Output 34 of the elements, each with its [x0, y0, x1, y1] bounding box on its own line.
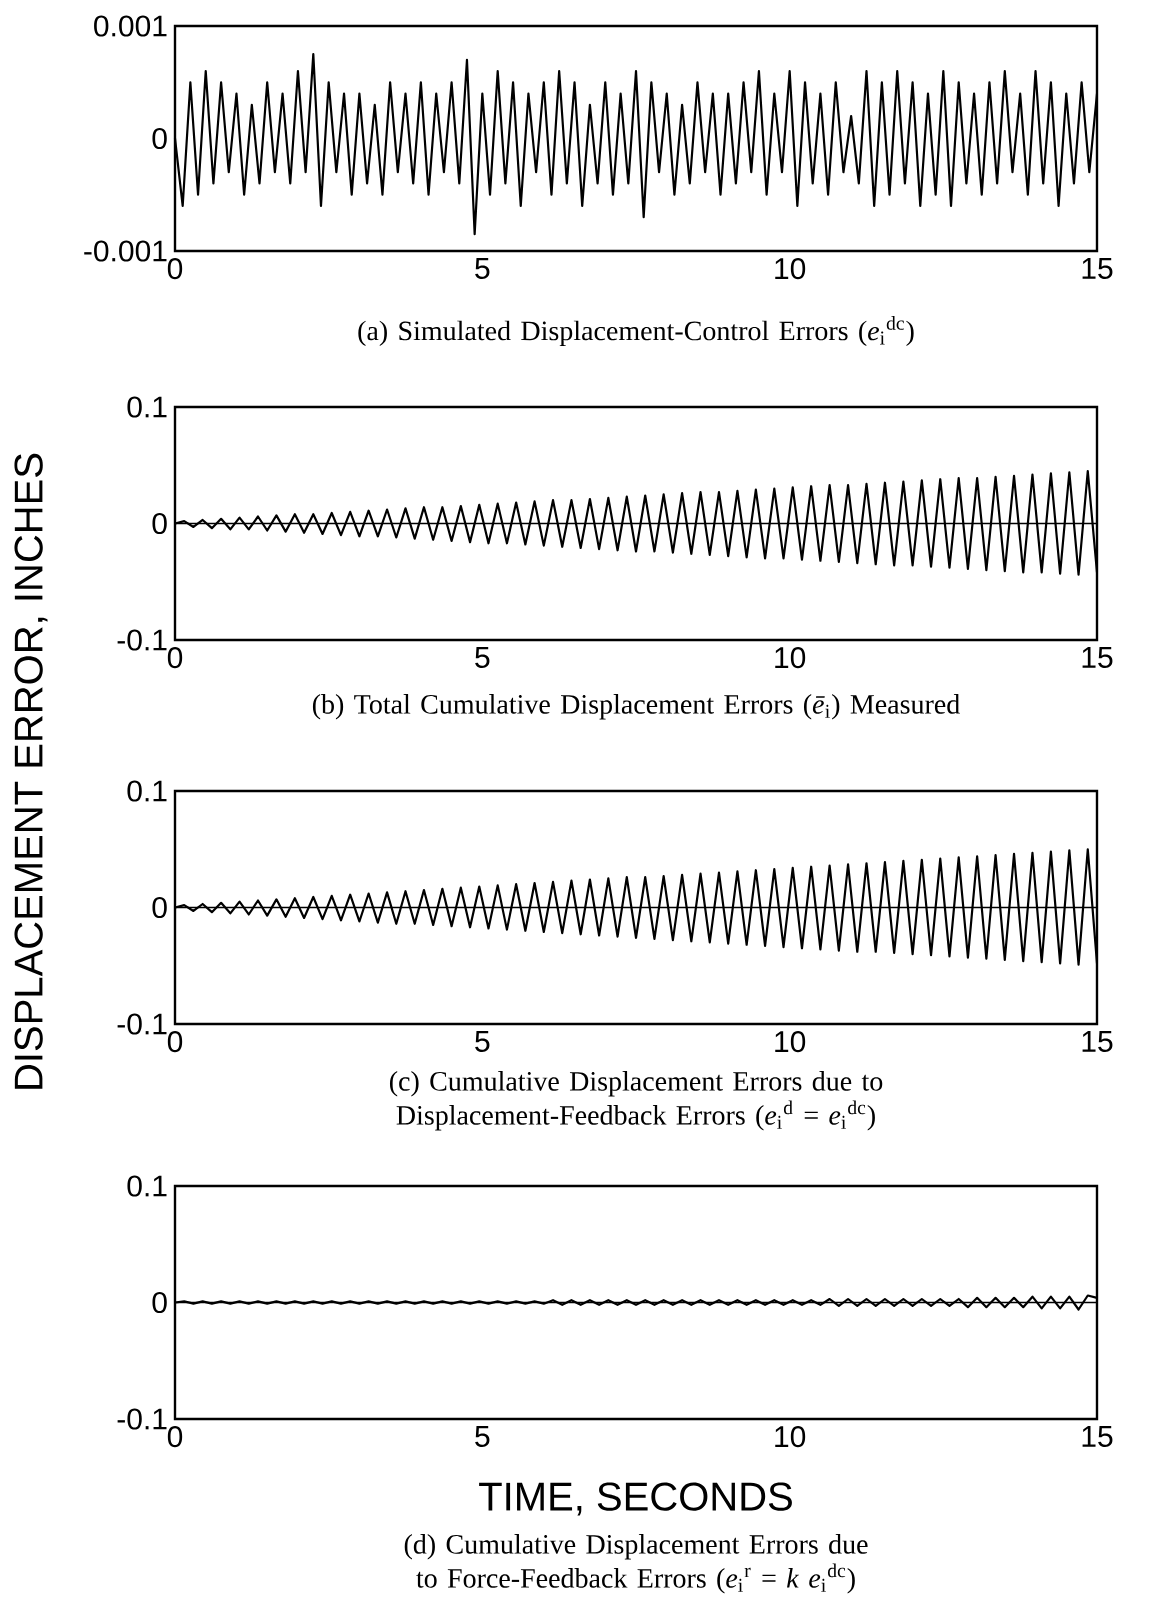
x-tick-label: 0: [168, 258, 183, 280]
x-tick-label: 0: [168, 647, 183, 669]
x-tick-label: 5: [475, 647, 490, 668]
chart-title: (c) Cumulative Displacement Errors due to Displacement-Feedback Errors (e$_{i}$$^{d}$ = e$_{i}$$^{dc}$): [390, 1071, 883, 1131]
text: (a) Simulated Displacement-Control Errors (e$_{i}$$^{dc}$): [358, 316, 914, 347]
y-tick-label: -0.1: [117, 1408, 167, 1430]
y-tick-label: -0.1: [117, 1013, 167, 1035]
x-axis-title: TIME, SECONDS: [479, 1482, 793, 1516]
x-tick-label: 5: [475, 1426, 490, 1447]
x-tick-label: 5: [475, 258, 490, 279]
x-tick-label: 10: [775, 258, 806, 280]
y-tick-label: 0.001: [94, 15, 167, 37]
y-tick-label: -0.1: [117, 629, 167, 651]
y-tick-label: 0.1: [127, 1175, 167, 1197]
chart-title: (d) Cumulative Displacement Errors due to Force-Feedback Errors (e$_{i}$$^{r}$ = k e$_{i}$$^{dc}$): [404, 1534, 868, 1594]
x-tick-label: 15: [1082, 1031, 1113, 1052]
y-tick-label: 0.1: [127, 396, 167, 418]
y-axis-title: DISPLACEMENT ERROR, INCHES: [14, 453, 48, 1089]
y-tick-label: 0: [152, 512, 167, 535]
y-tick-label: -0.001: [84, 240, 167, 262]
y-tick-label: 0.1: [127, 780, 167, 802]
y-tick-label: 0: [152, 1291, 167, 1314]
y-tick-label: 0: [152, 127, 167, 150]
x-tick-label: 15: [1082, 647, 1113, 668]
x-tick-label: 10: [775, 1031, 806, 1053]
x-tick-label: 5: [475, 1031, 490, 1052]
y-tick-label: 0: [152, 896, 167, 919]
x-tick-label: 10: [775, 1426, 806, 1448]
x-tick-label: 15: [1082, 1426, 1113, 1447]
x-tick-label: 15: [1082, 258, 1113, 279]
x-tick-label: 0: [168, 1426, 183, 1448]
x-tick-label: 0: [168, 1031, 183, 1053]
text: (b) Total Cumulative Displacement Errors (ē$_{i}$) Measured: [313, 694, 961, 720]
x-tick-label: 10: [775, 647, 806, 669]
